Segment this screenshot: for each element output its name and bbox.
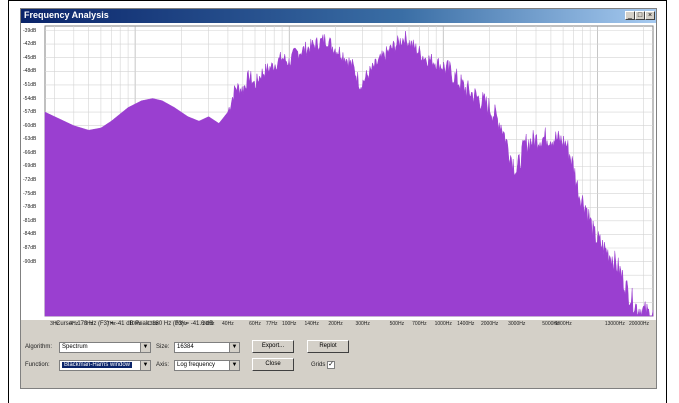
x-tick-label: 7Hz xyxy=(106,321,116,327)
x-tick-label: 1000Hz xyxy=(434,321,452,327)
function-label: Function: xyxy=(25,362,50,368)
y-tick-label: -87dB xyxy=(23,245,37,252)
y-tick-label: -57dB xyxy=(23,109,37,116)
y-tick-label: -60dB xyxy=(23,122,37,129)
x-tick-label: 5000Hz xyxy=(542,321,560,327)
y-tick-label: -75dB xyxy=(23,190,37,197)
x-tick-label: 13000Hz xyxy=(604,321,625,327)
function-value: Blackman-Harris window xyxy=(62,362,133,368)
outer-frame-top xyxy=(8,0,667,1)
cursor-peak-readout: Cursor: 178 Hz (F3) = -41 dB Peak: 180 H… xyxy=(56,321,214,327)
algorithm-label: Algorithm: xyxy=(25,344,53,350)
y-tick-label: -66dB xyxy=(23,149,37,156)
axis-label: Axis: xyxy=(156,362,170,368)
close-window-button[interactable]: × xyxy=(645,11,655,20)
x-tick-label: 20000Hz xyxy=(628,321,650,327)
y-tick-label: -63dB xyxy=(23,136,37,143)
y-tick-label: -48dB xyxy=(23,68,37,75)
size-value: 16384 xyxy=(177,344,194,350)
spectrum-chart[interactable] xyxy=(21,23,656,320)
y-tick-label: -72dB xyxy=(23,177,37,184)
function-select[interactable]: Blackman-Harris window ▼ xyxy=(59,360,151,371)
dropdown-arrow-icon[interactable]: ▼ xyxy=(229,361,239,370)
x-tick-label: 3000Hz xyxy=(508,321,526,327)
size-select[interactable]: 16384 ▼ xyxy=(174,342,240,353)
export-button[interactable]: Export... xyxy=(252,340,294,353)
outer-frame-right xyxy=(666,0,667,403)
x-tick-label: 140Hz xyxy=(304,321,319,327)
x-tick-label: 6000Hz xyxy=(554,321,572,327)
replot-button[interactable]: Replot xyxy=(307,340,349,353)
x-tick-label: 30Hz xyxy=(202,321,215,327)
y-tick-label: -39dB xyxy=(23,27,37,34)
x-tick-label: 300Hz xyxy=(355,321,370,327)
minimize-button[interactable]: _ xyxy=(625,11,635,20)
y-tick-label: -84dB xyxy=(23,231,37,238)
x-tick-label: 1400Hz xyxy=(457,321,475,327)
maximize-button[interactable]: □ xyxy=(635,11,645,20)
x-tick-label: 20Hz xyxy=(175,321,188,327)
x-tick-label: 10Hz xyxy=(129,321,141,327)
dropdown-arrow-icon[interactable]: ▼ xyxy=(229,343,239,352)
x-tick-label: 13Hz xyxy=(146,321,159,327)
y-tick-label: -45dB xyxy=(23,54,37,61)
y-tick-label: -90dB xyxy=(23,258,37,265)
x-tick-label: 500Hz xyxy=(389,321,405,327)
y-tick-label: -78dB xyxy=(23,204,37,211)
window-title: Frequency Analysis xyxy=(24,10,109,20)
x-tick-label: 4Hz xyxy=(69,321,79,327)
grids-checkbox[interactable]: ✓ xyxy=(327,361,335,369)
outer-frame-left xyxy=(8,0,9,403)
spectrum-area xyxy=(44,31,654,317)
y-tick-label: -42dB xyxy=(23,41,37,48)
axis-select[interactable]: Log frequency ▼ xyxy=(174,360,240,371)
grids-label: Grids xyxy=(311,362,326,368)
frequency-analysis-window: Frequency Analysis _ □ × -39dB -42dB -45dB… xyxy=(20,8,657,389)
axis-value: Log frequency xyxy=(177,362,216,368)
y-tick-label: -81dB xyxy=(23,217,37,224)
x-tick-label: 40Hz xyxy=(222,321,234,327)
spectrum-plot[interactable]: -39dB -42dB -45dB -48dB -51dB -54dB -57dB -60dB… xyxy=(21,23,656,327)
x-tick-label: 700Hz xyxy=(412,321,427,327)
x-tick-label: 5Hz xyxy=(84,321,94,327)
dropdown-arrow-icon[interactable]: ▼ xyxy=(140,361,150,370)
close-button[interactable]: Close xyxy=(252,358,294,371)
algorithm-select[interactable]: Spectrum ▼ xyxy=(59,342,151,353)
x-tick-label: 60Hz xyxy=(249,321,261,327)
size-label: Size: xyxy=(156,344,170,350)
y-tick-label: -51dB xyxy=(23,81,37,88)
x-tick-label: 3Hz xyxy=(50,321,60,327)
algorithm-value: Spectrum xyxy=(62,344,88,350)
title-bar[interactable]: Frequency Analysis _ □ × xyxy=(21,9,656,23)
y-tick-label: -69dB xyxy=(23,163,37,170)
x-tick-label: 2000Hz xyxy=(480,321,499,327)
dropdown-arrow-icon[interactable]: ▼ xyxy=(140,343,150,352)
y-tick-label: -54dB xyxy=(23,95,37,102)
x-tick-label: 77Hz xyxy=(265,321,278,327)
x-tick-label: 100Hz xyxy=(281,321,297,327)
x-tick-label: 200Hz xyxy=(328,321,343,327)
